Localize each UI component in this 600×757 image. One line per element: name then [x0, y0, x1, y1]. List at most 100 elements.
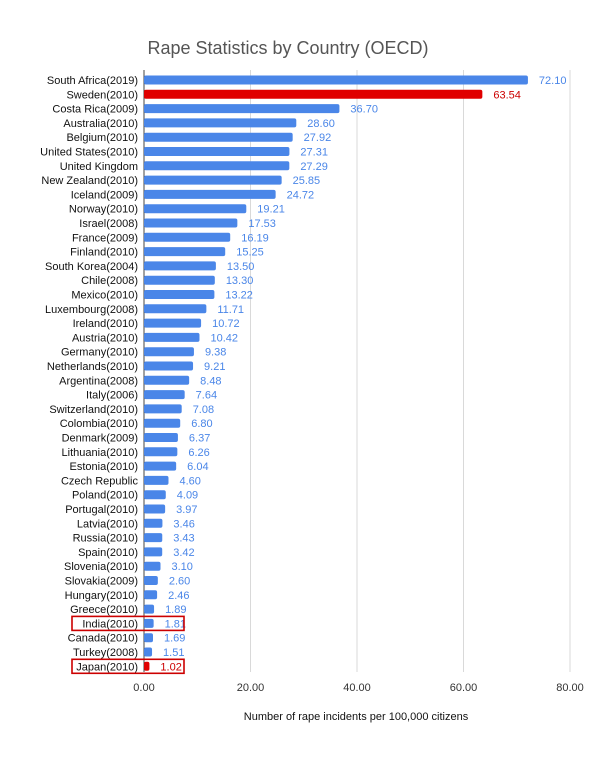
category-label-costa-rica-2009: Costa Rica(2009) — [52, 104, 138, 116]
bar-norway-2010 — [144, 204, 247, 214]
category-label-japan-2010: Japan(2010) — [76, 661, 138, 673]
value-label-luxembourg-2008: 11.71 — [217, 304, 244, 316]
category-label-mexico-2010: Mexico(2010) — [71, 290, 138, 302]
bar-hungary-2010 — [144, 590, 158, 600]
bar-denmark-2009 — [144, 433, 178, 442]
category-label-united-kingdom: United Kingdom — [60, 161, 138, 173]
category-label-south-africa-2019: South Africa(2019) — [47, 75, 138, 87]
value-labels: 72.10 63.54 36.70 28.60 27.92 27.31 27.29 25.85… — [160, 75, 566, 673]
bar-ireland-2010 — [144, 318, 202, 328]
category-label-czech-republic: Czech Republic — [61, 475, 139, 487]
value-label-slovenia-2010: 3.10 — [172, 561, 193, 573]
value-label-netherlands-2010: 9.21 — [204, 361, 225, 373]
bar-australia-2010 — [144, 118, 297, 128]
bar-united-kingdom — [144, 161, 290, 171]
category-label-canada-2010: Canada(2010) — [68, 633, 138, 645]
category-label-spain-2010: Spain(2010) — [78, 547, 138, 559]
x-axis-label: Number of rape incidents per 100,000 cit… — [244, 711, 469, 723]
category-label-new-zealand-2010: New Zealand(2010) — [41, 175, 138, 187]
bar-russia-2010 — [144, 533, 163, 543]
bar-sweden-2010 — [144, 89, 483, 99]
category-label-netherlands-2010: Netherlands(2010) — [47, 361, 138, 373]
value-label-finland-2010: 15.25 — [236, 247, 264, 259]
value-label-canada-2010: 1.69 — [164, 633, 185, 645]
value-label-sweden-2010: 63.54 — [493, 89, 521, 101]
value-label-spain-2010: 3.42 — [173, 547, 194, 559]
category-label-germany-2010: Germany(2010) — [61, 347, 138, 359]
bar-austria-2010 — [144, 332, 200, 342]
value-label-russia-2010: 3.43 — [173, 533, 194, 545]
value-label-turkey-2008: 1.51 — [163, 647, 184, 659]
value-label-hungary-2010: 2.46 — [168, 590, 189, 602]
bar-netherlands-2010 — [144, 361, 194, 371]
bar-luxembourg-2008 — [144, 304, 207, 314]
value-label-ireland-2010: 10.72 — [212, 318, 240, 330]
x-tick-labels: 0.00 20.00 40.00 60.00 80.00 — [133, 682, 583, 694]
value-label-iceland-2009: 24.72 — [287, 189, 315, 201]
value-label-greece-2010: 1.89 — [165, 604, 186, 616]
category-label-finland-2010: Finland(2010) — [70, 247, 138, 259]
category-label-lithuania-2010: Lithuania(2010) — [62, 447, 138, 459]
bar-israel-2008 — [144, 218, 238, 228]
value-label-new-zealand-2010: 25.85 — [293, 175, 321, 187]
bar-estonia-2010 — [144, 461, 177, 471]
category-label-portugal-2010: Portugal(2010) — [65, 504, 138, 516]
bar-chile-2008 — [144, 275, 215, 285]
value-label-denmark-2009: 6.37 — [189, 433, 210, 445]
category-label-australia-2010: Australia(2010) — [63, 118, 138, 130]
category-label-italy-2006: Italy(2006) — [86, 390, 138, 402]
bar-argentina-2008 — [144, 375, 190, 385]
bar-finland-2010 — [144, 247, 226, 257]
bar-slovenia-2010 — [144, 561, 161, 571]
bar-czech-republic — [144, 475, 169, 485]
category-label-ireland-2010: Ireland(2010) — [73, 318, 138, 330]
bar-japan-2010 — [144, 661, 150, 671]
value-label-estonia-2010: 6.04 — [187, 461, 208, 473]
value-label-mexico-2010: 13.22 — [225, 290, 253, 302]
category-label-belgium-2010: Belgium(2010) — [66, 132, 138, 144]
category-label-chile-2008: Chile(2008) — [81, 275, 138, 287]
value-label-united-kingdom: 27.29 — [300, 161, 328, 173]
bar-slovakia-2009 — [144, 576, 158, 585]
category-label-denmark-2009: Denmark(2009) — [62, 433, 138, 445]
bar-south-africa-2019 — [144, 75, 528, 85]
value-label-india-2010: 1.81 — [165, 618, 186, 630]
value-label-south-korea-2004: 13.50 — [227, 261, 255, 273]
value-label-portugal-2010: 3.97 — [176, 504, 197, 516]
value-label-austria-2010: 10.42 — [210, 332, 238, 344]
value-label-south-africa-2019: 72.10 — [539, 75, 567, 87]
category-label-sweden-2010: Sweden(2010) — [66, 89, 138, 101]
category-label-israel-2008: Israel(2008) — [79, 218, 138, 230]
value-label-czech-republic: 4.60 — [179, 475, 200, 487]
bar-belgium-2010 — [144, 132, 293, 142]
bars — [144, 75, 528, 671]
bar-germany-2010 — [144, 347, 194, 357]
x-tick-label: 60.00 — [450, 682, 478, 694]
value-label-chile-2008: 13.30 — [226, 275, 254, 287]
bar-turkey-2008 — [144, 647, 153, 657]
value-label-united-states-2010: 27.31 — [300, 147, 328, 159]
value-label-latvia-2010: 3.46 — [173, 518, 194, 530]
value-label-costa-rica-2009: 36.70 — [350, 104, 378, 116]
category-label-poland-2010: Poland(2010) — [72, 490, 138, 502]
value-label-colombia-2010: 6.80 — [191, 418, 212, 430]
value-label-japan-2010: 1.02 — [160, 661, 181, 673]
bar-costa-rica-2009 — [144, 104, 340, 114]
category-label-estonia-2010: Estonia(2010) — [70, 461, 139, 473]
bar-latvia-2010 — [144, 518, 163, 528]
category-labels: South Africa(2019) Sweden(2010) Costa Rica… — [40, 75, 138, 673]
category-label-slovakia-2009: Slovakia(2009) — [65, 576, 138, 588]
bar-united-states-2010 — [144, 147, 290, 156]
bar-poland-2010 — [144, 490, 166, 500]
bar-switzerland-2010 — [144, 404, 182, 414]
value-label-slovakia-2009: 2.60 — [169, 576, 190, 588]
value-label-switzerland-2010: 7.08 — [193, 404, 214, 416]
category-label-austria-2010: Austria(2010) — [72, 332, 138, 344]
bar-lithuania-2010 — [144, 447, 178, 457]
category-label-united-states-2010: United States(2010) — [40, 147, 138, 159]
bar-portugal-2010 — [144, 504, 166, 514]
category-label-colombia-2010: Colombia(2010) — [60, 418, 138, 430]
gridlines — [143, 70, 571, 672]
highlight-boxes — [71, 615, 185, 675]
